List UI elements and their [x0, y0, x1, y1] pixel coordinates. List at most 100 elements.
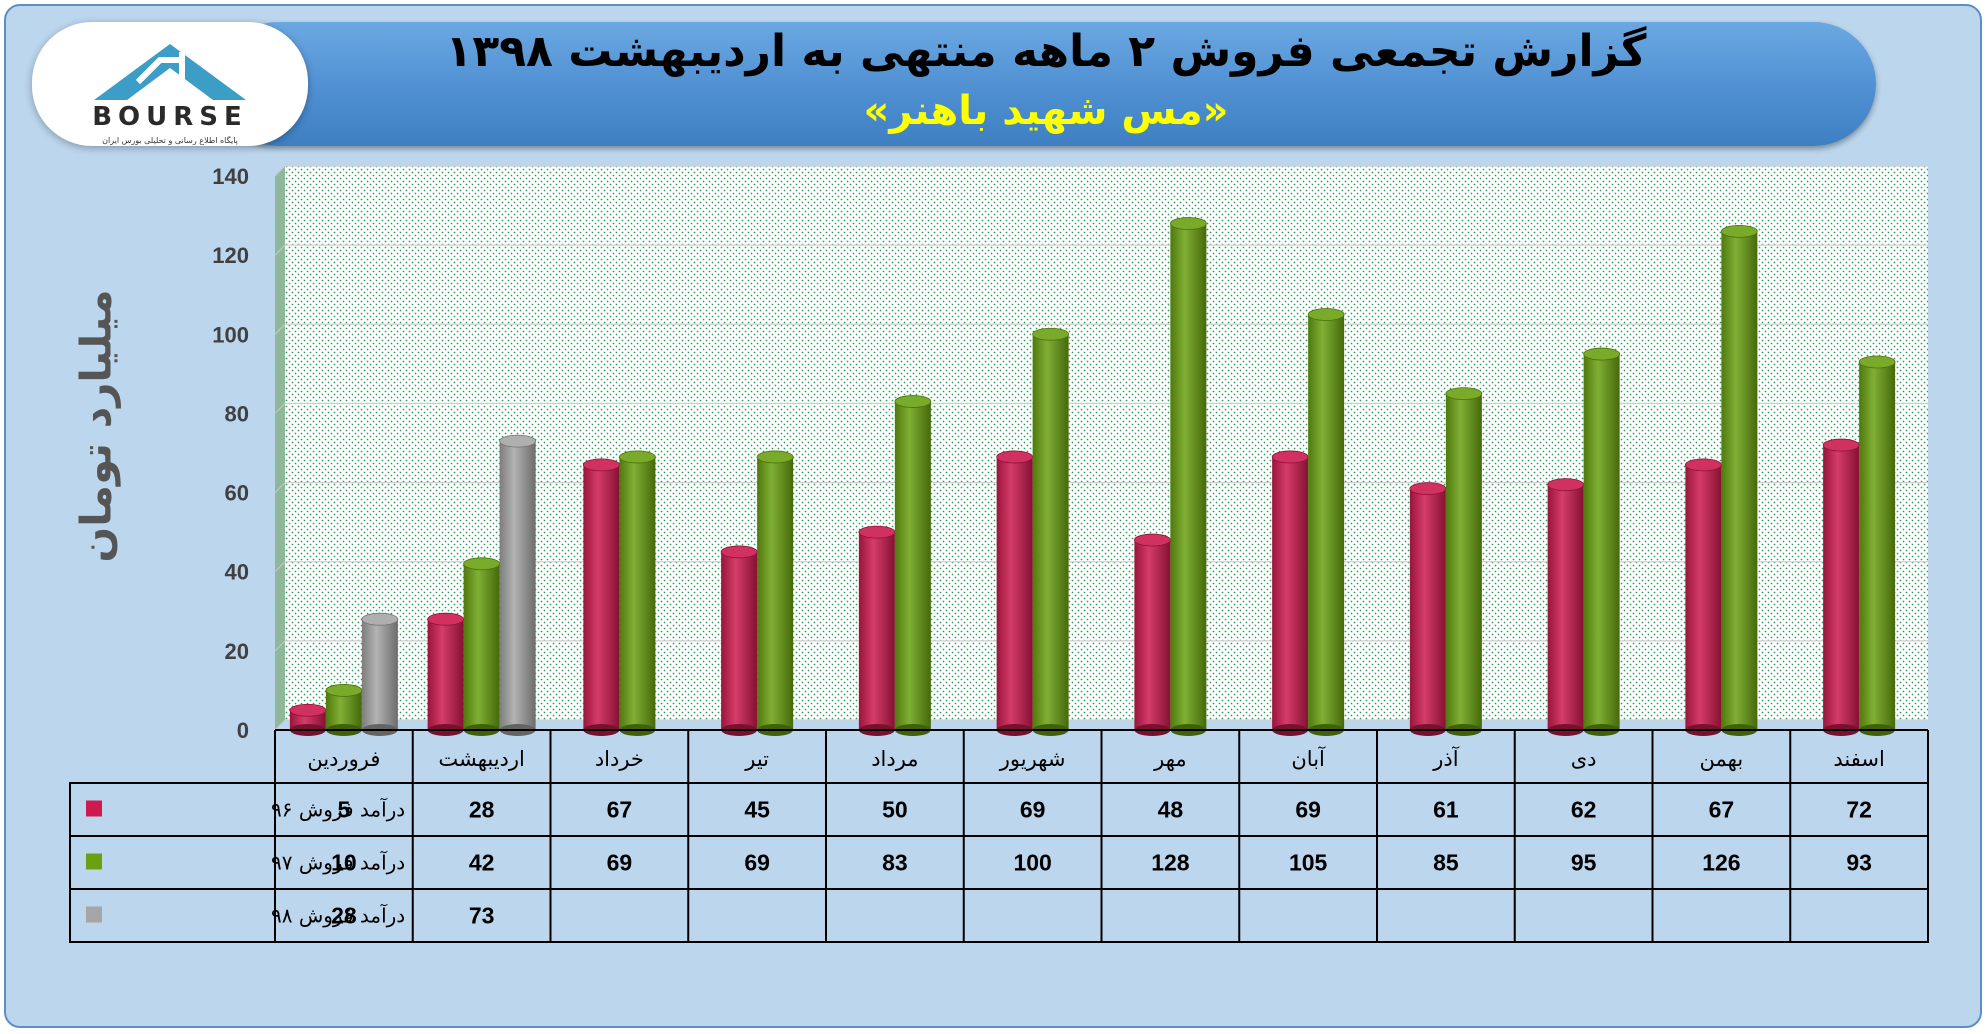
bar-cap: [1547, 478, 1585, 492]
bar-body: [996, 456, 1033, 730]
bar-cap: [1684, 458, 1722, 472]
bar-cap: [1445, 387, 1483, 401]
gridline-side: [274, 165, 286, 177]
bar: [499, 434, 537, 736]
bar-cap: [427, 612, 465, 626]
data-label: 62: [1571, 797, 1597, 823]
bar-body: [1272, 456, 1309, 730]
bar-cap: [996, 450, 1034, 464]
x-category-label: شهریور: [999, 747, 1066, 771]
series-name: درآمد فروش ۹۸: [271, 903, 405, 928]
y-tick-label: 60: [225, 481, 249, 506]
bar: [1032, 327, 1070, 736]
data-label: 69: [744, 850, 770, 876]
bar-cap: [1271, 450, 1309, 464]
data-label: 128: [1151, 850, 1190, 876]
bar-cap: [1822, 438, 1860, 452]
bar-body: [1134, 540, 1171, 730]
data-label: 100: [1013, 850, 1051, 876]
bar-cap: [858, 525, 896, 539]
data-label: 67: [607, 797, 633, 823]
bar: [1583, 347, 1621, 736]
bar-cap: [289, 703, 327, 717]
x-category-label: بهمن: [1700, 747, 1744, 771]
bar: [1409, 482, 1447, 736]
bar: [1858, 355, 1896, 736]
x-category-label: آذر: [1432, 746, 1459, 771]
bourse-logo-graphic: [94, 44, 246, 100]
page-subtitle: «مس شهید باهنر»: [863, 88, 1229, 134]
data-label: 69: [1295, 797, 1321, 823]
data-label: 5: [337, 797, 350, 823]
bar: [427, 612, 465, 736]
x-category-label: فروردین: [307, 747, 380, 771]
bar-body: [858, 532, 895, 730]
x-category-label: تیر: [744, 747, 769, 771]
bar: [1822, 438, 1860, 736]
gridline-side: [274, 323, 286, 335]
bar-body: [463, 563, 500, 730]
bar-cap: [582, 458, 620, 472]
bar: [996, 450, 1034, 736]
y-tick-label: 40: [225, 560, 249, 585]
bar-cap: [1032, 327, 1070, 341]
legend-swatch: [86, 853, 102, 870]
bar-body: [757, 456, 794, 730]
bar: [894, 395, 932, 736]
bar-cap: [361, 612, 399, 626]
data-label: 73: [469, 903, 495, 929]
x-category-label: اسفند: [1833, 747, 1884, 771]
bar-body: [499, 441, 536, 730]
series-name: درآمد فروش ۹۷: [271, 850, 405, 875]
bar-body: [1859, 361, 1896, 730]
series-name: درآمد فروش ۹۶: [271, 797, 405, 822]
bar-body: [1032, 334, 1069, 730]
bar-cap: [325, 684, 363, 697]
bar: [1547, 478, 1585, 736]
y-tick-label: 140: [212, 164, 249, 189]
bar-body: [1308, 314, 1345, 730]
bar-cap: [1858, 355, 1896, 369]
bar-body: [325, 690, 362, 730]
data-label: 28: [469, 797, 495, 823]
data-table: فروردین اردیبهشت خرداد تیر مرداد شهریور مهر آبا…: [69, 729, 1929, 943]
side-wall: [275, 166, 285, 730]
data-label: 69: [1020, 797, 1046, 823]
title-banner: [216, 22, 1876, 146]
bar: [1307, 308, 1345, 736]
bar-cap: [1169, 217, 1207, 230]
bar-cap: [463, 557, 501, 571]
gridline-side: [274, 403, 286, 414]
bar-body: [427, 619, 464, 730]
bar-body: [1409, 488, 1446, 730]
data-label: 50: [882, 797, 908, 823]
x-category-label: مهر: [1153, 747, 1187, 771]
x-category-label: مرداد: [871, 747, 918, 771]
logo-wordmark: BOURSE: [92, 102, 248, 132]
bar: [1445, 387, 1483, 736]
gridline-side: [274, 482, 286, 493]
data-label: 93: [1846, 850, 1872, 876]
x-category-label: خرداد: [595, 747, 644, 771]
bar: [325, 684, 363, 736]
data-label: 61: [1433, 797, 1459, 823]
x-category-label: آبان: [1291, 746, 1326, 771]
data-label: 83: [882, 850, 908, 876]
bar: [582, 458, 620, 736]
bar: [1684, 458, 1722, 736]
data-label: 85: [1433, 850, 1459, 876]
data-label: 67: [1709, 797, 1735, 823]
bar-body: [1170, 223, 1207, 730]
bar-cap: [1307, 308, 1345, 321]
y-tick-label: 120: [212, 243, 249, 268]
data-label: 105: [1289, 850, 1328, 876]
x-category-label: دی: [1571, 747, 1597, 771]
bar: [618, 450, 656, 736]
bar-cap: [1409, 482, 1447, 496]
bar-body: [583, 464, 620, 730]
bar-body: [619, 456, 656, 730]
plot-area: 0 20 40 60 80 100 120 140: [212, 164, 1928, 743]
bar: [463, 557, 501, 736]
y-tick-label: 80: [225, 401, 249, 426]
bar-cap: [1583, 347, 1621, 361]
